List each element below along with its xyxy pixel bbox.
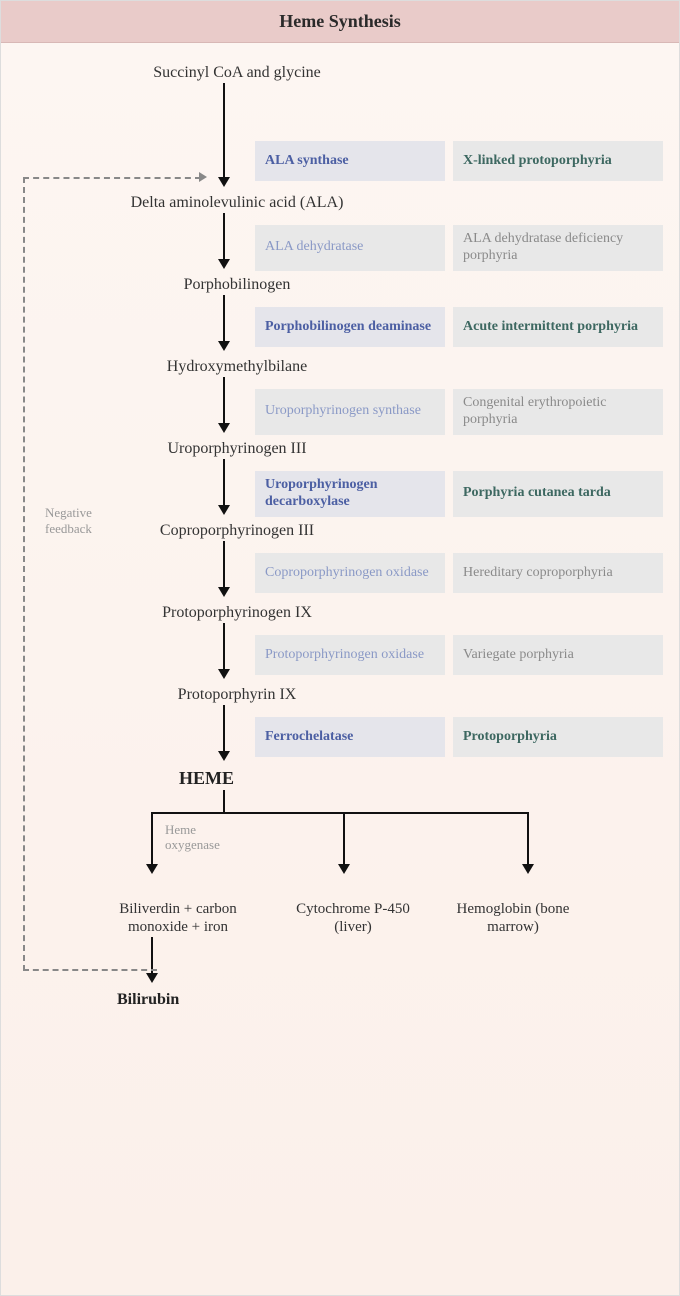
substrate-uroporphyrinogen-iii: Uroporphyrinogen III	[127, 439, 347, 459]
porphyria-protoporphyria: Protoporphyria	[453, 717, 663, 757]
pathway-arrow: ALA synthase X-linked protoporphyria	[223, 83, 663, 193]
product-cytochrome-p450: Cytochrome P-450 (liver)	[283, 900, 423, 938]
enzyme-ala-dehydratase: ALA dehydratase	[255, 225, 445, 271]
substrate-coproporphyrinogen-iii: Coproporphyrinogen III	[127, 521, 347, 541]
step-row-6: Protoporphyrinogen oxidase Variegate por…	[255, 635, 675, 675]
porphyria-x-linked-protoporphyria: X-linked protoporphyria	[453, 141, 663, 181]
diagram-container: Heme Synthesis Succinyl CoA and glycine …	[0, 0, 680, 1296]
step-row-3: Uroporphyrinogen synthase Congenital ery…	[255, 389, 675, 435]
enzyme-uroporphyrinogen-synthase: Uroporphyrinogen synthase	[255, 389, 445, 435]
product-biliverdin: Biliverdin + carbon monoxide + iron	[93, 900, 263, 938]
enzyme-ala-synthase: ALA synthase	[255, 141, 445, 181]
substrate-porphobilinogen: Porphobilinogen	[127, 275, 347, 295]
heme-oxygenase-label: Hemeoxygenase	[165, 822, 220, 853]
step-row-4: Uroporphyrinogen decarboxylase Porphyria…	[255, 471, 675, 517]
negative-feedback-label: Negative feedback	[45, 505, 115, 536]
porphyria-variegate: Variegate porphyria	[453, 635, 663, 675]
step-row-2: Porphobilinogen deaminase Acute intermit…	[255, 307, 675, 347]
porphyria-ala-dehydratase-deficiency: ALA dehydratase deficiency porphyria	[453, 225, 663, 271]
pathway-arrow: Porphobilinogen deaminase Acute intermit…	[223, 295, 663, 357]
pathway-arrow: Uroporphyrinogen decarboxylase Porphyria…	[223, 459, 663, 521]
pathway-arrow: Ferrochelatase Protoporphyria	[223, 705, 663, 767]
step-row-0: ALA synthase X-linked protoporphyria	[255, 141, 675, 181]
enzyme-ferrochelatase: Ferrochelatase	[255, 717, 445, 757]
pathway-arrow: Uroporphyrinogen synthase Congenital ery…	[223, 377, 663, 439]
pathway-arrow: Coproporphyrinogen oxidase Hereditary co…	[223, 541, 663, 603]
title-bar: Heme Synthesis	[1, 1, 679, 43]
step-row-7: Ferrochelatase Protoporphyria	[255, 717, 675, 757]
product-bilirubin: Bilirubin	[117, 991, 663, 1009]
heme-products: Biliverdin + carbon monoxide + iron Cyto…	[93, 900, 663, 938]
enzyme-coproporphyrinogen-oxidase: Coproporphyrinogen oxidase	[255, 553, 445, 593]
porphyria-cutanea-tarda: Porphyria cutanea tarda	[453, 471, 663, 517]
substrate-protoporphyrinogen-ix: Protoporphyrinogen IX	[127, 603, 347, 623]
step-row-5: Coproporphyrinogen oxidase Hereditary co…	[255, 553, 675, 593]
pathway-arrow: ALA dehydratase ALA dehydratase deficien…	[223, 213, 663, 275]
bilirubin-arrow	[151, 937, 663, 991]
enzyme-protoporphyrinogen-oxidase: Protoporphyrinogen oxidase	[255, 635, 445, 675]
porphyria-hereditary-coproporphyria: Hereditary coproporphyria	[453, 553, 663, 593]
substrate-protoporphyrin-ix: Protoporphyrin IX	[127, 685, 347, 705]
enzyme-uroporphyrinogen-decarboxylase: Uroporphyrinogen decarboxylase	[255, 471, 445, 517]
porphyria-congenital-erythropoietic: Congenital erythropoietic porphyria	[453, 389, 663, 435]
product-hemoglobin: Hemoglobin (bone marrow)	[443, 900, 583, 938]
pathway-arrow: Protoporphyrinogen oxidase Variegate por…	[223, 623, 663, 685]
porphyria-acute-intermittent: Acute intermittent porphyria	[453, 307, 663, 347]
enzyme-porphobilinogen-deaminase: Porphobilinogen deaminase	[255, 307, 445, 347]
step-row-1: ALA dehydratase ALA dehydratase deficien…	[255, 225, 675, 271]
substrate-ala: Delta aminolevulinic acid (ALA)	[127, 193, 347, 213]
substrate-succinyl-coa-glycine: Succinyl CoA and glycine	[127, 63, 347, 83]
heme-branch: Hemeoxygenase	[127, 790, 587, 900]
substrate-heme: HEME	[179, 767, 663, 790]
substrate-hydroxymethylbilane: Hydroxymethylbilane	[127, 357, 347, 377]
